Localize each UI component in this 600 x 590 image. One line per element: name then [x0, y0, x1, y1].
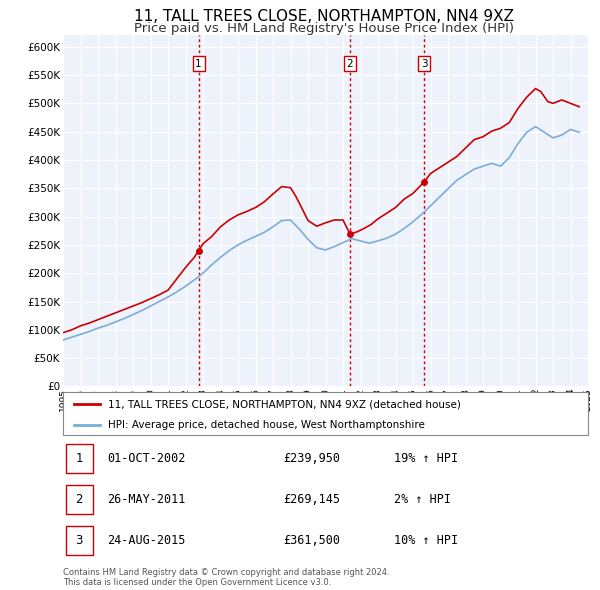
Text: £239,950: £239,950 [284, 452, 341, 465]
Text: 2: 2 [76, 493, 83, 506]
Text: 3: 3 [76, 534, 83, 547]
Text: 1: 1 [76, 452, 83, 465]
Text: HPI: Average price, detached house, West Northamptonshire: HPI: Average price, detached house, West… [107, 421, 425, 431]
Text: 01-OCT-2002: 01-OCT-2002 [107, 452, 186, 465]
Text: £269,145: £269,145 [284, 493, 341, 506]
Text: 11, TALL TREES CLOSE, NORTHAMPTON, NN4 9XZ (detached house): 11, TALL TREES CLOSE, NORTHAMPTON, NN4 9… [107, 399, 461, 409]
Text: 1: 1 [196, 59, 202, 68]
FancyBboxPatch shape [65, 444, 93, 473]
Text: 11, TALL TREES CLOSE, NORTHAMPTON, NN4 9XZ: 11, TALL TREES CLOSE, NORTHAMPTON, NN4 9… [134, 9, 514, 24]
Text: 19% ↑ HPI: 19% ↑ HPI [394, 452, 458, 465]
FancyBboxPatch shape [65, 485, 93, 514]
Text: 26-MAY-2011: 26-MAY-2011 [107, 493, 186, 506]
Text: Contains HM Land Registry data © Crown copyright and database right 2024.
This d: Contains HM Land Registry data © Crown c… [63, 568, 389, 587]
Text: £361,500: £361,500 [284, 534, 341, 547]
Text: 10% ↑ HPI: 10% ↑ HPI [394, 534, 458, 547]
Text: 3: 3 [421, 59, 428, 68]
Text: 2% ↑ HPI: 2% ↑ HPI [394, 493, 451, 506]
FancyBboxPatch shape [65, 526, 93, 555]
Text: Price paid vs. HM Land Registry's House Price Index (HPI): Price paid vs. HM Land Registry's House … [134, 22, 514, 35]
FancyBboxPatch shape [63, 392, 588, 435]
Text: 2: 2 [347, 59, 353, 68]
Text: 24-AUG-2015: 24-AUG-2015 [107, 534, 186, 547]
